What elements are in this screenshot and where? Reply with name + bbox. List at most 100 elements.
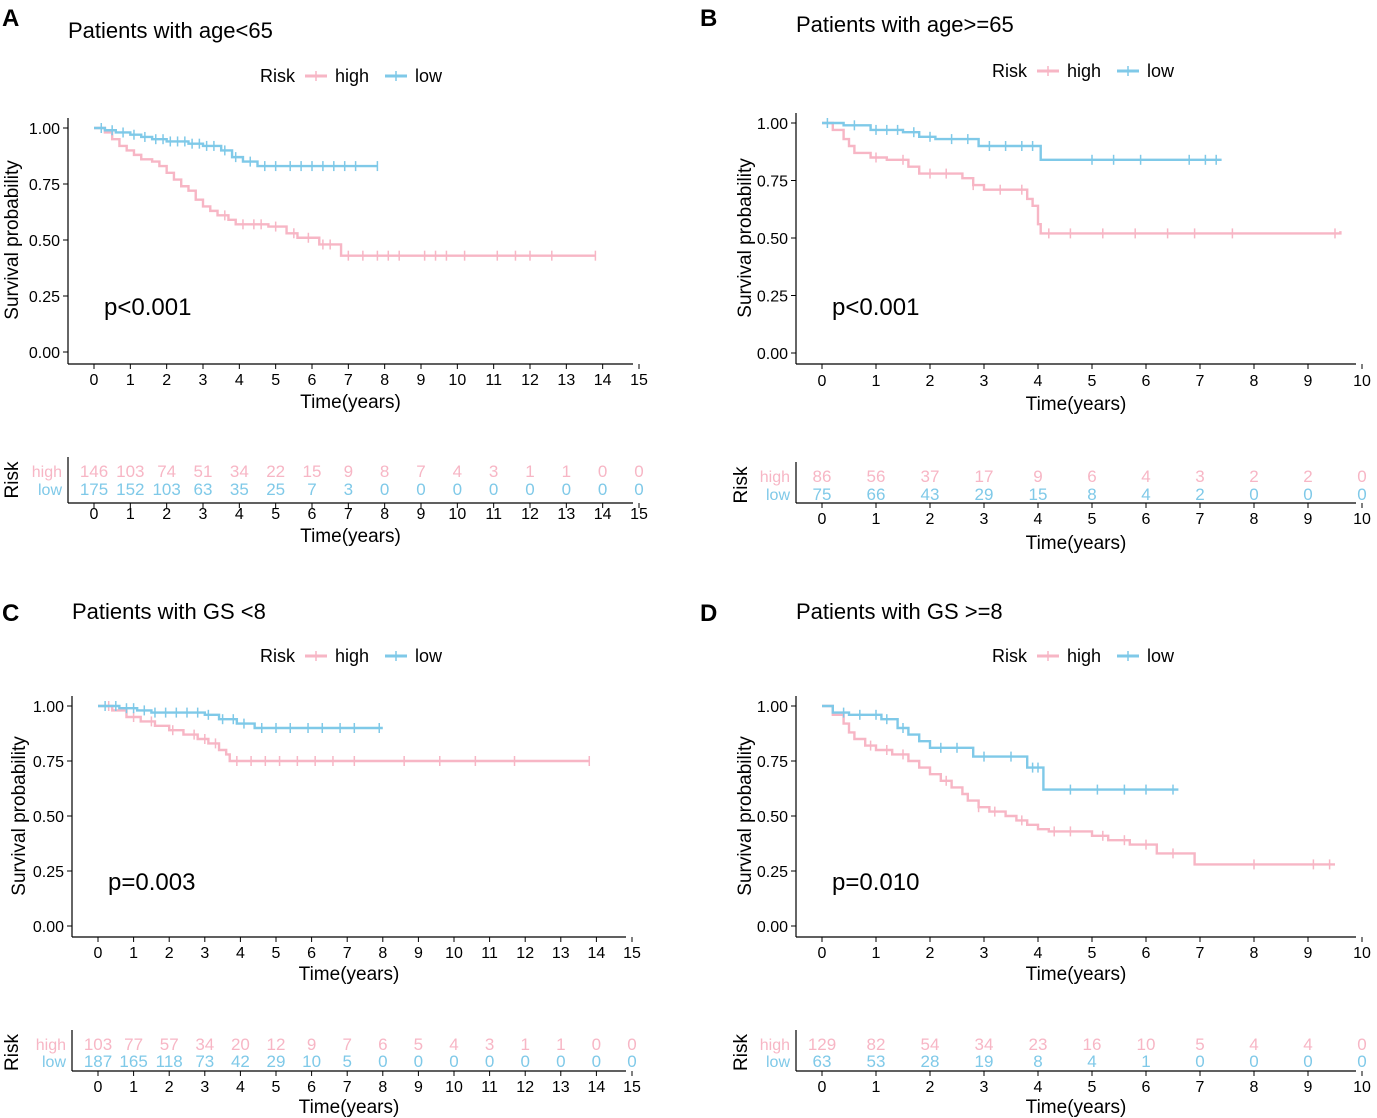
risk-count-high: 9 (307, 1035, 316, 1054)
legend: Risk high low (260, 66, 443, 86)
y-axis-title: Survival probability (735, 158, 756, 318)
risk-count-high: 7 (342, 1035, 351, 1054)
x-tick-label: 9 (1304, 945, 1313, 962)
risk-count-low: 29 (975, 485, 994, 504)
legend: Risk high low (260, 646, 443, 666)
x-tick-label: 8 (1250, 945, 1259, 962)
risk-x-tick-label: 14 (588, 1079, 606, 1096)
risk-count-low: 43 (921, 485, 940, 504)
risk-count-low: 0 (520, 1052, 529, 1071)
risk-count-high: 4 (453, 462, 462, 481)
risk-x-tick-label: 5 (272, 1079, 281, 1096)
x-tick-label: 0 (818, 373, 827, 390)
risk-count-low: 25 (266, 480, 285, 499)
risk-count-high: 34 (230, 462, 249, 481)
risk-x-tick-label: 5 (271, 506, 280, 523)
risk-count-low: 75 (813, 485, 832, 504)
x-tick-label: 8 (380, 372, 389, 389)
risk-count-high: 1 (556, 1035, 565, 1054)
risk-count-low: 2 (1195, 485, 1204, 504)
risk-count-low: 0 (453, 480, 462, 499)
legend-label-high: high (1067, 646, 1101, 666)
risk-count-high: 34 (195, 1035, 214, 1054)
panel-label: C (2, 600, 19, 627)
risk-count-low: 165 (119, 1052, 147, 1071)
x-tick-label: 3 (199, 372, 208, 389)
x-tick-label: 2 (165, 945, 174, 962)
risk-count-low: 66 (867, 485, 886, 504)
risk-count-high: 86 (813, 467, 832, 486)
y-axis-title: Survival probability (2, 160, 23, 320)
risk-count-low: 0 (414, 1052, 423, 1071)
y-tick-label: 0.75 (29, 177, 60, 194)
x-tick-label: 15 (623, 945, 641, 962)
risk-x-tick-label: 14 (594, 506, 612, 523)
risk-row-label-low: low (42, 1054, 66, 1071)
x-tick-label: 10 (1353, 945, 1371, 962)
risk-count-low: 0 (598, 480, 607, 499)
risk-count-low: 187 (84, 1052, 112, 1071)
y-tick-label: 0.25 (29, 289, 60, 306)
x-tick-label: 12 (516, 945, 534, 962)
risk-count-low: 152 (116, 480, 144, 499)
legend-title: Risk (260, 66, 296, 86)
risk-count-high: 3 (1195, 467, 1204, 486)
risk-count-low: 63 (813, 1052, 832, 1071)
x-axis-title: Time(years) (300, 392, 401, 413)
x-tick-label: 5 (272, 945, 281, 962)
p-value: p=0.003 (108, 869, 195, 896)
risk-x-tick-label: 2 (165, 1079, 174, 1096)
risk-x-tick-label: 4 (235, 506, 244, 523)
x-tick-label: 0 (90, 372, 99, 389)
x-tick-label: 4 (236, 945, 245, 962)
risk-x-tick-label: 0 (94, 1079, 103, 1096)
risk-count-low: 0 (380, 480, 389, 499)
risk-count-high: 0 (1357, 467, 1366, 486)
risk-x-axis-title: Time(years) (1026, 533, 1127, 554)
risk-count-high: 20 (231, 1035, 250, 1054)
risk-count-low: 0 (378, 1052, 387, 1071)
risk-count-high: 4 (1249, 1035, 1258, 1054)
y-tick-label: 0.25 (33, 864, 64, 881)
risk-count-high: 2 (1303, 467, 1312, 486)
risk-count-low: 35 (230, 480, 249, 499)
legend-title: Risk (992, 646, 1028, 666)
risk-count-high: 9 (1033, 467, 1042, 486)
risk-count-low: 0 (485, 1052, 494, 1071)
panel-title: Patients with GS >=8 (796, 599, 1003, 624)
x-tick-label: 13 (557, 372, 575, 389)
risk-count-high: 103 (84, 1035, 112, 1054)
risk-count-low: 0 (1303, 1052, 1312, 1071)
risk-row-label-low: low (766, 1054, 790, 1071)
risk-count-low: 73 (195, 1052, 214, 1071)
risk-count-high: 16 (1083, 1035, 1102, 1054)
y-tick-label: 0.50 (757, 809, 788, 826)
risk-x-tick-label: 4 (1034, 511, 1043, 528)
risk-x-tick-label: 7 (343, 1079, 352, 1096)
risk-x-tick-label: 2 (926, 1079, 935, 1096)
risk-x-tick-label: 10 (445, 1079, 463, 1096)
risk-x-tick-label: 11 (481, 1079, 498, 1096)
risk-x-tick-label: 13 (557, 506, 575, 523)
risk-table-title: Risk (731, 1034, 752, 1071)
panel-title: Patients with age<65 (68, 18, 273, 43)
risk-x-tick-label: 10 (1353, 1079, 1371, 1096)
p-value: p<0.001 (832, 294, 919, 321)
legend-label-high: high (335, 646, 369, 666)
risk-x-tick-label: 12 (516, 1079, 534, 1096)
risk-row-label-high: high (32, 464, 62, 481)
y-tick-label: 0.25 (757, 864, 788, 881)
x-tick-label: 7 (1196, 945, 1205, 962)
x-tick-label: 5 (1088, 945, 1097, 962)
risk-count-low: 5 (342, 1052, 351, 1071)
risk-count-high: 37 (921, 467, 940, 486)
risk-count-low: 0 (1249, 485, 1258, 504)
risk-x-tick-label: 2 (926, 511, 935, 528)
